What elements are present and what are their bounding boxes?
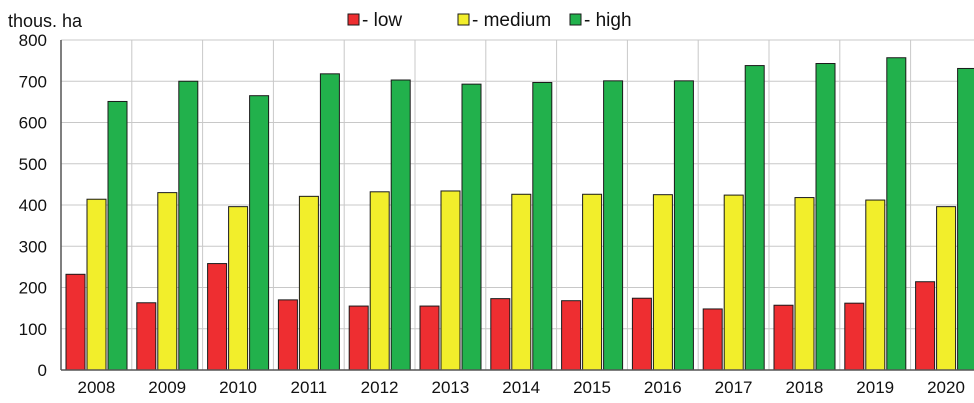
legend-label: - medium (472, 10, 551, 31)
x-tick-label: 2009 (148, 378, 186, 397)
bar-high-2016 (673, 80, 694, 371)
y-tick-label: 400 (19, 196, 47, 215)
grid-lines (61, 39, 974, 370)
legend-swatch (569, 13, 582, 26)
x-tick-labels: 2008 2009 2010 2011 2012 2013 2014 2015 2016 2017… (77, 378, 964, 397)
bar-medium-2018 (794, 197, 815, 371)
bar-low-2008 (65, 273, 86, 371)
x-tick-label: 2019 (856, 378, 894, 397)
bar-medium-2020 (936, 206, 957, 371)
bar-high-2010 (249, 95, 270, 371)
bar-high-2011 (319, 73, 340, 371)
bars (65, 57, 974, 371)
bar-high-2008 (107, 100, 128, 371)
x-tick-label: 2011 (291, 378, 328, 397)
bar-medium-2016 (652, 194, 673, 371)
bar-low-2015 (561, 300, 582, 371)
y-tick-label: 200 (19, 279, 47, 298)
x-tick-label: 2017 (715, 378, 753, 397)
legend-swatch (457, 13, 470, 26)
y-axis-label: thous. ha (8, 11, 83, 31)
bar-medium-2014 (511, 193, 532, 371)
x-tick-label: 2016 (644, 378, 682, 397)
bar-high-2018 (815, 63, 836, 371)
bar-medium-2015 (582, 193, 603, 371)
bar-low-2012 (348, 305, 369, 371)
x-tick-label: 2018 (785, 378, 823, 397)
x-tick-label: 2014 (502, 378, 540, 397)
bar-low-2016 (631, 297, 652, 371)
bar-low-2017 (702, 308, 723, 371)
bar-low-2020 (915, 281, 936, 371)
bar-high-2017 (744, 65, 765, 371)
bar-high-2012 (390, 79, 411, 371)
legend-label: - low (362, 10, 402, 31)
axes (60, 40, 974, 371)
x-tick-label: 2012 (361, 378, 399, 397)
x-tick-label: 2008 (77, 378, 115, 397)
legend-label: - high (584, 10, 632, 31)
bar-medium-2012 (369, 191, 390, 371)
bar-high-2019 (886, 57, 907, 371)
bar-high-2014 (532, 81, 553, 371)
bar-medium-2013 (440, 190, 461, 371)
x-tick-label: 2015 (573, 378, 611, 397)
x-tick-label: 2013 (431, 378, 469, 397)
y-tick-label: 700 (19, 72, 47, 91)
y-tick-labels: 0 100 200 300 400 500 600 700 800 (19, 31, 47, 380)
legend: - low - medium - high (347, 10, 632, 31)
legend-swatch (347, 13, 360, 26)
bar-low-2019 (844, 302, 865, 371)
bar-medium-2009 (157, 192, 178, 371)
bar-high-2020 (957, 67, 974, 371)
bar-high-2015 (603, 80, 624, 371)
y-tick-label: 0 (38, 361, 47, 380)
x-tick-label: 2020 (927, 378, 965, 397)
y-tick-label: 500 (19, 155, 47, 174)
bar-low-2009 (136, 302, 157, 371)
bar-medium-2011 (298, 195, 319, 371)
y-tick-label: 300 (19, 237, 47, 256)
bar-medium-2010 (228, 206, 249, 371)
y-tick-label: 600 (19, 114, 47, 133)
y-tick-label: 800 (19, 31, 47, 50)
bar-low-2011 (277, 299, 298, 371)
bar-medium-2008 (86, 198, 107, 371)
y-tick-label: 100 (19, 320, 47, 339)
bar-low-2010 (207, 263, 228, 371)
bar-medium-2019 (865, 199, 886, 371)
bar-low-2014 (490, 298, 511, 371)
x-tick-label: 2010 (219, 378, 257, 397)
bar-high-2009 (178, 80, 199, 371)
bar-low-2013 (419, 305, 440, 371)
bar-low-2018 (773, 304, 794, 371)
bar-high-2013 (461, 83, 482, 371)
bar-medium-2017 (723, 194, 744, 371)
